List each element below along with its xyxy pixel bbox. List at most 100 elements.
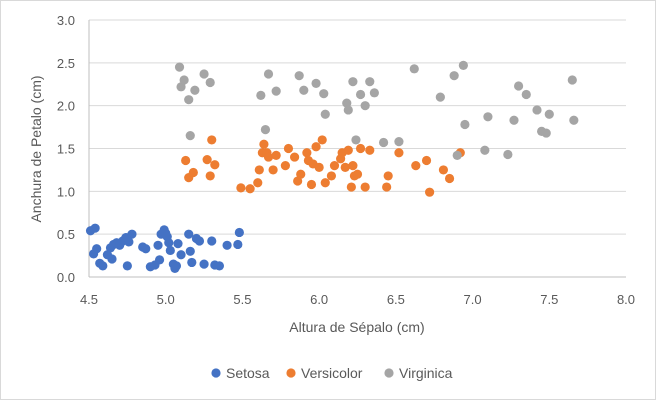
point-versicolor xyxy=(236,183,246,193)
point-versicolor xyxy=(346,182,356,192)
y-tick-label: 3.0 xyxy=(57,13,75,28)
point-setosa xyxy=(185,246,195,256)
point-virginica xyxy=(452,150,462,160)
point-versicolor xyxy=(382,182,392,192)
point-versicolor xyxy=(254,165,264,175)
y-tick-label: 0.0 xyxy=(57,270,75,285)
point-versicolor xyxy=(302,148,312,158)
point-versicolor xyxy=(188,167,198,178)
point-virginica xyxy=(541,128,551,138)
point-setosa xyxy=(171,261,182,271)
point-virginica xyxy=(185,131,195,141)
y-tick-label: 2.5 xyxy=(57,56,75,71)
point-versicolor xyxy=(306,179,317,190)
legend: Setosa Versicolor Virginica xyxy=(211,365,453,381)
y-tick-label: 1.0 xyxy=(57,184,75,199)
point-virginica xyxy=(514,81,524,91)
point-versicolor xyxy=(317,135,327,145)
point-versicolor xyxy=(438,165,449,175)
point-setosa xyxy=(214,261,225,271)
point-setosa xyxy=(176,250,186,260)
point-virginica xyxy=(184,95,194,105)
point-versicolor xyxy=(210,160,220,170)
point-versicolor xyxy=(425,187,435,197)
point-setosa xyxy=(173,238,183,249)
point-virginica xyxy=(260,125,271,135)
point-versicolor xyxy=(202,155,212,165)
point-setosa xyxy=(90,223,100,233)
point-setosa xyxy=(154,255,165,265)
point-virginica xyxy=(365,77,375,87)
point-versicolor xyxy=(394,148,404,158)
gridlines xyxy=(89,19,626,235)
point-setosa xyxy=(184,229,194,239)
point-virginica xyxy=(179,75,189,85)
point-virginica xyxy=(460,119,470,130)
point-virginica xyxy=(458,60,468,71)
point-virginica xyxy=(299,85,309,95)
tick-labels: 4.5 5.0 5.5 6.0 6.5 7.0 7.5 8.0 0.0 0.5 1.0 1.5 2.0 2… xyxy=(57,13,635,307)
point-versicolor xyxy=(343,145,353,155)
point-virginica xyxy=(174,62,185,72)
point-versicolor xyxy=(329,161,340,171)
point-virginica xyxy=(369,88,379,98)
point-versicolor xyxy=(263,152,274,162)
x-tick-label: 4.5 xyxy=(80,292,98,307)
point-virginica xyxy=(311,78,321,88)
x-tick-label: 6.5 xyxy=(387,292,405,307)
point-setosa xyxy=(153,240,163,250)
point-setosa xyxy=(89,249,99,259)
point-virginica xyxy=(294,71,304,81)
point-versicolor xyxy=(296,169,306,179)
point-versicolor xyxy=(360,182,370,192)
y-tick-label: 1.5 xyxy=(57,142,75,157)
point-versicolor xyxy=(289,152,300,162)
point-virginica xyxy=(348,77,358,87)
point-versicolor xyxy=(320,178,330,188)
point-versicolor xyxy=(181,155,191,166)
point-virginica xyxy=(435,92,445,102)
point-virginica xyxy=(360,101,370,111)
point-versicolor xyxy=(383,171,393,181)
point-versicolor xyxy=(283,143,294,154)
point-virginica xyxy=(503,149,513,160)
y-axis-title: Anchura de Petalo (cm) xyxy=(28,75,44,222)
point-setosa xyxy=(233,239,243,250)
point-virginica xyxy=(190,85,200,95)
point-versicolor xyxy=(205,171,215,181)
point-virginica xyxy=(271,86,281,96)
point-virginica xyxy=(342,98,352,108)
point-setosa xyxy=(141,244,151,254)
point-versicolor xyxy=(421,155,432,166)
point-versicolor xyxy=(259,139,269,149)
y-tick-label: 2.0 xyxy=(57,99,75,114)
point-setosa xyxy=(194,236,205,246)
point-setosa xyxy=(122,261,132,271)
point-virginica xyxy=(394,137,404,147)
legend-marker-virginica xyxy=(384,368,394,378)
x-tick-label: 5.5 xyxy=(233,292,251,307)
point-virginica xyxy=(378,137,389,148)
point-versicolor xyxy=(271,150,281,160)
point-virginica xyxy=(319,89,329,99)
point-virginica xyxy=(521,89,531,100)
point-versicolor xyxy=(253,178,263,188)
x-tick-label: 7.5 xyxy=(540,292,558,307)
y-tick-label: 0.5 xyxy=(57,227,75,242)
point-versicolor xyxy=(326,171,337,181)
x-tick-label: 5.0 xyxy=(157,292,175,307)
point-versicolor xyxy=(411,161,421,171)
point-virginica xyxy=(355,89,366,100)
point-setosa xyxy=(98,261,108,271)
point-virginica xyxy=(205,77,215,88)
x-tick-label: 7.0 xyxy=(464,292,482,307)
point-setosa xyxy=(199,259,209,269)
point-virginica xyxy=(567,75,577,85)
point-versicolor xyxy=(245,184,255,194)
point-setosa xyxy=(107,254,117,264)
x-axis-title: Altura de Sépalo (cm) xyxy=(289,319,424,335)
point-virginica xyxy=(544,109,554,119)
point-setosa xyxy=(187,257,197,268)
